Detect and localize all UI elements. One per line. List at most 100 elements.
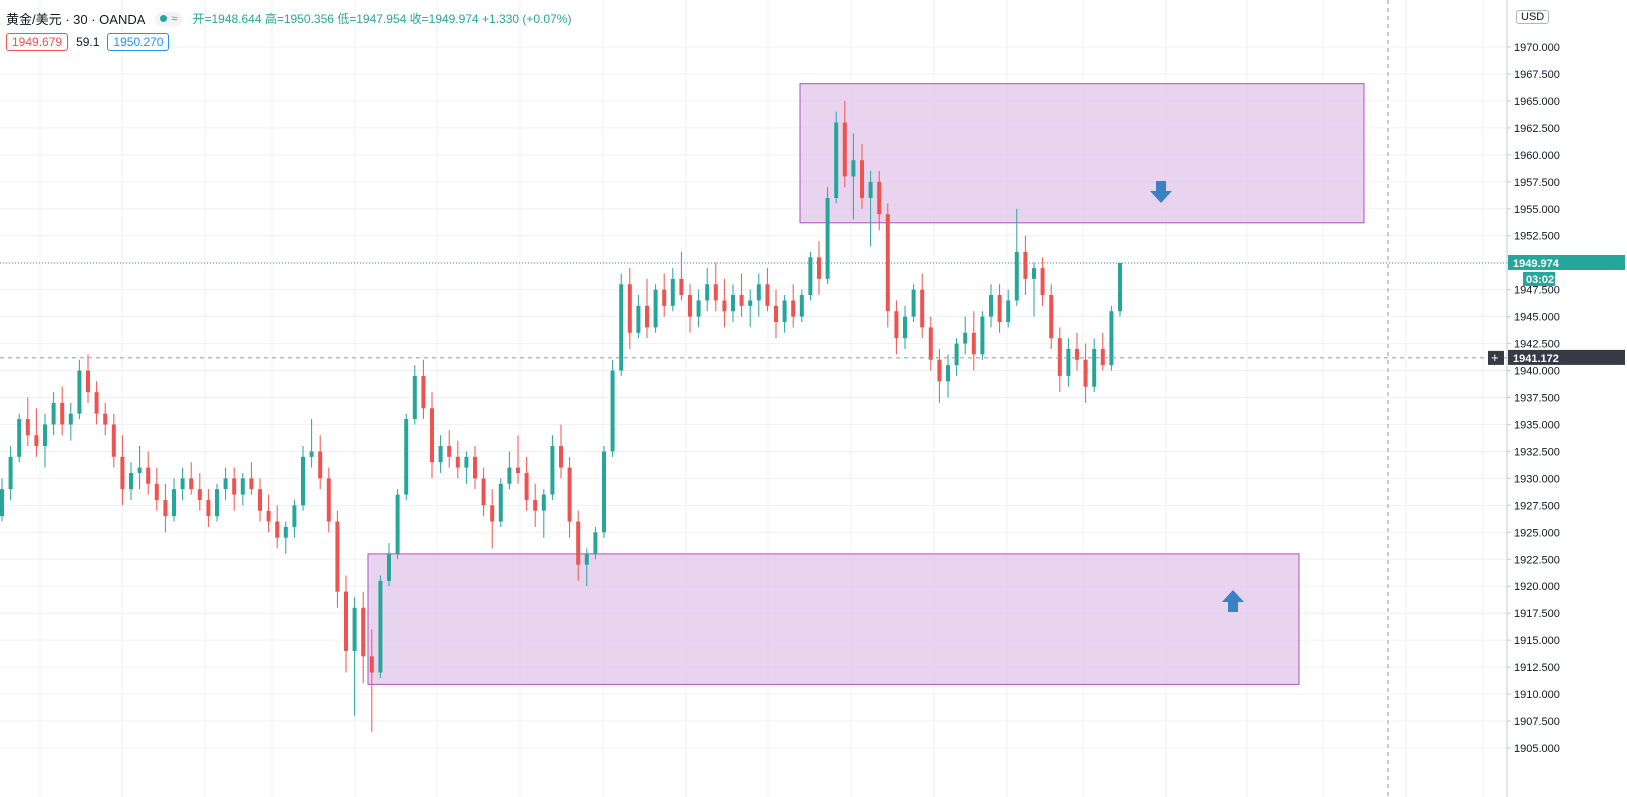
- candle: [653, 284, 658, 333]
- candle: [473, 446, 477, 490]
- countdown-label: 03:02: [1526, 274, 1554, 286]
- candle: [954, 338, 959, 376]
- candle-body: [197, 489, 202, 500]
- candle: [593, 526, 598, 560]
- candle: [51, 392, 56, 436]
- candle: [361, 591, 366, 684]
- candle: [903, 305, 907, 349]
- candle-body: [1083, 359, 1088, 387]
- candle-body: [1066, 348, 1071, 376]
- candle-body: [318, 451, 323, 479]
- candle: [636, 295, 641, 339]
- candle-body: [576, 521, 581, 565]
- candle: [799, 289, 804, 323]
- candle: [627, 268, 632, 349]
- add-alert-button: [1488, 350, 1504, 365]
- candle: [154, 467, 159, 511]
- candle-body: [834, 122, 839, 198]
- candle-body: [670, 278, 675, 306]
- candle-body: [533, 499, 538, 511]
- symbol-title[interactable]: 黄金/美元 · 30 · OANDA: [6, 12, 146, 27]
- candle-body: [232, 478, 237, 495]
- candle: [860, 144, 864, 209]
- candle-body: [971, 332, 976, 355]
- candle: [782, 295, 787, 333]
- candle-body: [438, 446, 443, 463]
- candle-body: [395, 494, 400, 554]
- candle-body: [1049, 295, 1054, 339]
- last-price-label: 1949.974: [1513, 258, 1560, 270]
- y-tick-label: 1905.000: [1514, 743, 1560, 755]
- candle: [481, 467, 486, 517]
- y-tick-label: 1942.500: [1514, 339, 1560, 351]
- candle-body: [464, 456, 469, 468]
- sell-price-button[interactable]: 1949.679: [6, 33, 69, 51]
- candle-body: [361, 607, 366, 657]
- currency-button[interactable]: USD: [1516, 10, 1550, 24]
- candle: [1109, 305, 1114, 371]
- candle: [180, 467, 185, 500]
- y-tick-label: 1960.000: [1514, 150, 1560, 162]
- candle-body: [567, 467, 572, 522]
- candle-body: [180, 478, 185, 490]
- candle-body: [1109, 311, 1114, 366]
- candle: [430, 392, 434, 479]
- candle-body: [1100, 348, 1105, 366]
- candle-body: [326, 478, 331, 522]
- candle: [369, 629, 374, 732]
- candle: [997, 284, 1002, 333]
- candle-body: [344, 591, 348, 651]
- y-tick-label: 1932.500: [1514, 446, 1560, 458]
- candle-body: [782, 300, 787, 323]
- candle-body: [619, 284, 624, 371]
- candle-body: [111, 424, 116, 457]
- candle: [0, 478, 4, 522]
- candle: [842, 100, 847, 188]
- candle-body: [352, 607, 357, 651]
- candle: [438, 435, 443, 473]
- candle-body: [791, 300, 796, 317]
- candle: [283, 521, 288, 554]
- candle: [765, 268, 770, 312]
- y-tick-label: 1945.000: [1514, 312, 1560, 324]
- candle: [1006, 289, 1011, 328]
- candle: [1066, 338, 1071, 387]
- candle-body: [851, 160, 856, 177]
- buy-price-button[interactable]: 1950.270: [107, 33, 170, 51]
- candle-body: [808, 257, 813, 296]
- y-tick-label: 1967.500: [1514, 69, 1560, 81]
- candle: [240, 472, 245, 506]
- candle: [645, 278, 649, 339]
- candle-body: [490, 505, 495, 522]
- candle-body: [894, 311, 899, 339]
- candle: [17, 413, 22, 463]
- trade-panel: 1949.679 59.1 1950.270: [6, 33, 170, 51]
- candle: [1092, 338, 1097, 393]
- candle: [868, 171, 873, 247]
- y-tick-label: 1917.500: [1514, 608, 1560, 620]
- candle-body: [636, 305, 641, 333]
- candle-body: [756, 284, 761, 301]
- price-axis[interactable]: 1970.000 1967.500 1965.000 1962.500 1960.000…: [1488, 0, 1627, 797]
- candle: [937, 348, 942, 403]
- candle-body: [309, 451, 314, 457]
- chart-header: 黄金/美元 · 30 · OANDA ≈ 开=1948.644 高=1950.3…: [6, 9, 571, 28]
- candle: [567, 456, 572, 538]
- candle-body: [1092, 348, 1097, 387]
- candle: [1118, 262, 1122, 317]
- candle-body: [713, 284, 718, 301]
- candle: [576, 510, 581, 581]
- candle-body: [86, 370, 90, 393]
- candle-body: [662, 289, 667, 306]
- candle: [533, 483, 538, 527]
- candle: [94, 381, 99, 425]
- candle-body: [473, 456, 477, 479]
- candle: [318, 435, 323, 490]
- candle-body: [430, 408, 434, 463]
- y-tick-label: 1957.500: [1514, 177, 1560, 189]
- candle: [498, 478, 503, 527]
- y-tick-label: 1925.000: [1514, 527, 1560, 539]
- candle-body: [17, 419, 22, 457]
- candle: [516, 435, 520, 484]
